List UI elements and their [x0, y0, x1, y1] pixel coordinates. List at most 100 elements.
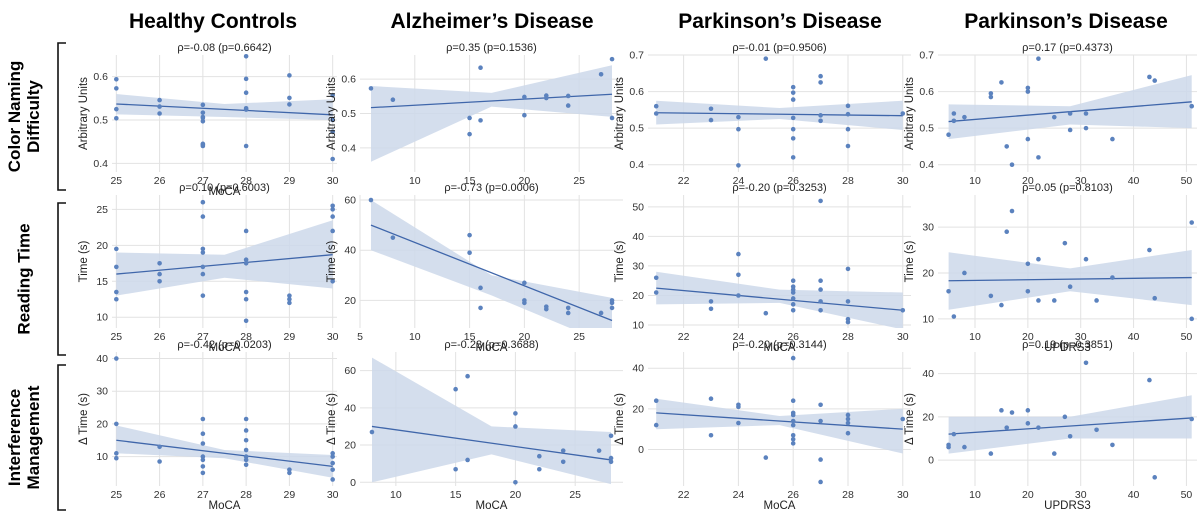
data-point [243, 296, 249, 302]
y-tick-label: 20 [344, 295, 356, 307]
row-title-line: Color Naming [5, 61, 24, 172]
data-point [596, 448, 602, 453]
data-point [243, 447, 249, 453]
data-point [537, 453, 542, 459]
y-tick-label: 20 [922, 411, 934, 423]
y-tick-label: 30 [632, 260, 644, 272]
data-point [653, 111, 659, 116]
data-point [790, 398, 796, 404]
data-point [243, 289, 249, 295]
data-point [988, 94, 994, 100]
data-point [790, 84, 796, 90]
regression-line [116, 254, 333, 275]
column-title-2: Alzheimer’s Disease [390, 10, 593, 33]
data-point [763, 56, 769, 61]
data-point [243, 76, 249, 82]
y-tick-label: 40 [344, 245, 356, 257]
data-point [946, 444, 951, 450]
panel-title: ρ=0.19 (p=0.3851) [1022, 339, 1113, 351]
data-point [790, 126, 796, 132]
data-point [157, 104, 162, 109]
data-point [790, 90, 796, 95]
data-point [1067, 127, 1073, 133]
data-point [609, 300, 615, 306]
regression-line [370, 93, 613, 109]
data-point [243, 90, 249, 95]
data-point [736, 404, 741, 410]
data-point [513, 479, 518, 485]
data-point [330, 477, 335, 482]
data-point [790, 307, 796, 313]
x-tick-label: 20 [1022, 175, 1034, 187]
data-point [114, 356, 119, 361]
x-tick-label: 27 [197, 331, 209, 343]
y-tick-label: 10 [96, 312, 108, 324]
y-axis-label: Time (s) [326, 240, 338, 282]
regression-line [656, 412, 903, 430]
data-point [818, 287, 823, 292]
data-point [1009, 208, 1015, 214]
data-point [478, 285, 483, 291]
x-tick-label: 28 [240, 175, 252, 187]
column-titles: Healthy Controls Alzheimer’s Disease Parki… [129, 10, 1168, 33]
scatter-panel-8: 10 20 30 40 50 10 20 30 ρ=0.05 (p=0.8103) UPDRS3 T… [904, 182, 1197, 354]
data-point [845, 319, 851, 325]
y-tick-label: 20 [922, 267, 934, 279]
data-point [1025, 89, 1031, 94]
data-point [537, 466, 542, 472]
data-point [790, 296, 796, 301]
scatter-panel-1: 25 26 27 28 29 30 0.4 0.5 0.6 ρ=-0.08 (p=0.6642) M… [78, 42, 339, 198]
data-point [818, 479, 823, 485]
data-point [736, 114, 741, 120]
row-title-line: Reading Time [15, 223, 34, 334]
confidence-band [656, 100, 903, 130]
data-point [467, 115, 472, 121]
x-tick-label: 27 [197, 175, 209, 187]
data-point [1067, 111, 1073, 116]
x-tick-label: 22 [678, 489, 690, 501]
data-point [790, 422, 796, 428]
y-tick-label: 0.4 [919, 159, 934, 171]
data-point [988, 451, 994, 456]
x-axis-label: MoCA [209, 500, 241, 512]
panel-title: ρ=-0.01 (p=0.9506) [732, 42, 826, 54]
data-point [200, 250, 206, 255]
regression-line [116, 103, 333, 116]
data-point [565, 93, 571, 99]
data-point [962, 114, 967, 120]
data-point [200, 416, 206, 422]
data-point [818, 198, 823, 204]
data-point [988, 91, 994, 96]
column-title-3: Parkinson’s Disease [678, 10, 882, 33]
x-tick-label: 10 [969, 175, 981, 187]
data-point [368, 197, 374, 203]
data-point [818, 278, 823, 284]
data-point [243, 457, 249, 463]
data-point [200, 214, 206, 219]
x-tick-label: 50 [1181, 489, 1193, 501]
data-point [1083, 256, 1089, 262]
regression-line [656, 287, 903, 311]
x-tick-label: 10 [409, 331, 421, 343]
data-point [999, 408, 1004, 413]
data-point [330, 460, 335, 466]
x-tick-label: 30 [1075, 175, 1087, 187]
data-point [200, 457, 206, 463]
x-axis-label: MoCA [764, 500, 796, 512]
data-point [453, 386, 458, 392]
y-tick-label: 0.7 [919, 50, 934, 62]
x-tick-label: 20 [510, 489, 522, 501]
data-point [1067, 284, 1073, 290]
data-point [200, 454, 206, 459]
regression-line [948, 417, 1192, 435]
data-point [845, 111, 851, 117]
x-tick-label: 20 [1022, 489, 1034, 501]
data-point [1004, 229, 1010, 234]
x-tick-label: 28 [240, 331, 252, 343]
x-tick-label: 30 [897, 175, 909, 187]
data-point [243, 437, 249, 443]
x-tick-label: 29 [284, 331, 296, 343]
row-titles: Color Naming Difficulty Reading Time Interf… [5, 42, 66, 511]
data-point [818, 457, 823, 462]
data-point [818, 118, 823, 124]
